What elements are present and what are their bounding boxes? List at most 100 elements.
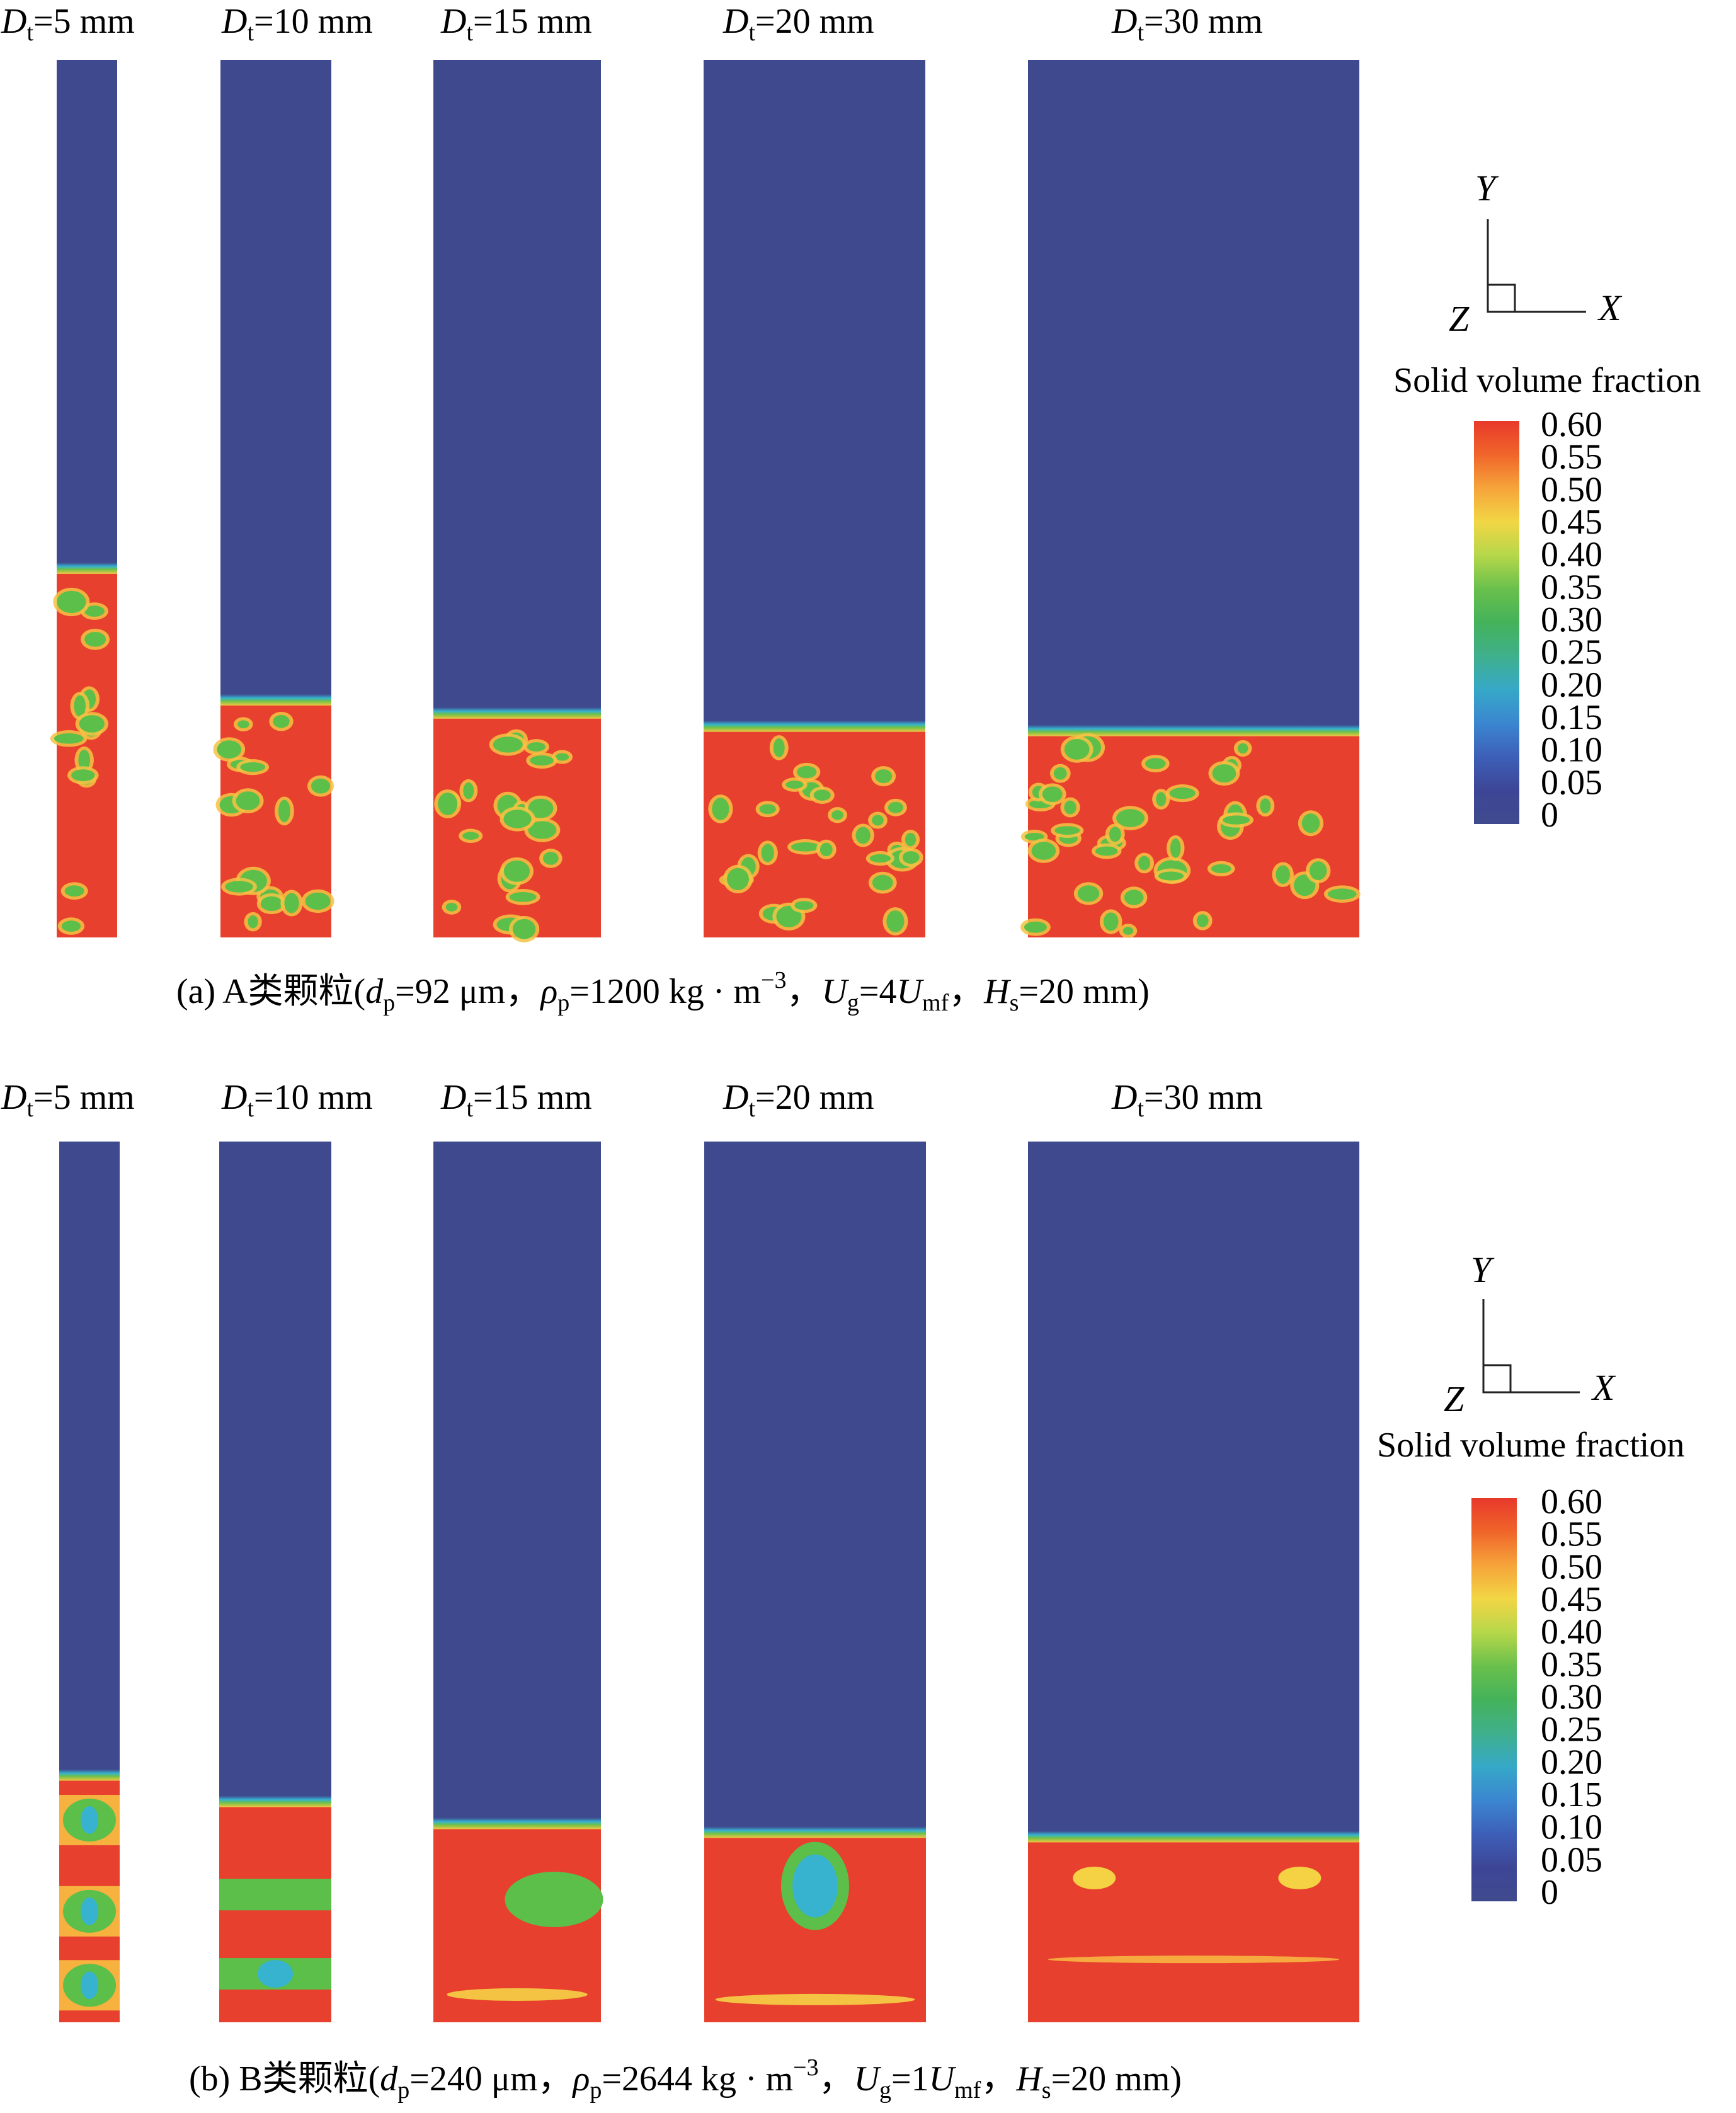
bubble bbox=[888, 801, 903, 813]
slug-core bbox=[81, 1806, 98, 1835]
bubble bbox=[791, 842, 819, 852]
z-axis-box bbox=[1482, 1364, 1512, 1394]
bed-surface bbox=[1028, 1831, 1359, 1843]
bubble bbox=[796, 765, 817, 779]
bubble bbox=[273, 714, 290, 728]
bubble bbox=[1031, 842, 1056, 860]
bubble bbox=[773, 738, 785, 757]
colorbar-tick-label: 0.50 bbox=[1541, 470, 1602, 509]
bubble bbox=[503, 860, 530, 882]
bed-surface bbox=[704, 720, 925, 732]
bubble bbox=[869, 854, 891, 863]
bubble bbox=[79, 715, 105, 733]
bubble bbox=[712, 798, 729, 820]
bubble bbox=[875, 769, 893, 784]
bubble bbox=[311, 778, 331, 794]
z-axis-label: Z bbox=[1449, 298, 1470, 339]
bed-surface bbox=[59, 1769, 120, 1781]
bubble bbox=[1223, 815, 1250, 825]
bubble bbox=[727, 868, 749, 890]
colorbar-tick-label: 0.05 bbox=[1541, 763, 1602, 802]
colorbar-tick-label: 0 bbox=[1541, 796, 1558, 835]
bubble bbox=[236, 791, 260, 810]
bubble bbox=[831, 810, 843, 820]
bubble bbox=[1158, 871, 1184, 881]
panel-b-caption: (b) B类颗粒(dp=240 μm，ρp=2644 kg · m−3，Ug=1… bbox=[189, 2054, 1182, 2104]
bubble bbox=[759, 804, 776, 815]
bubble bbox=[527, 742, 545, 752]
bubble bbox=[509, 892, 537, 902]
slug-band bbox=[219, 1879, 331, 1911]
bed-surface bbox=[433, 707, 601, 719]
bubble bbox=[555, 753, 569, 761]
colorbar-ticks: 0.600.550.500.450.400.350.300.250.200.15… bbox=[1541, 1482, 1602, 1912]
colorbar-tick-label: 0.45 bbox=[1541, 1580, 1602, 1619]
colorbar-tick-label: 0.05 bbox=[1541, 1840, 1602, 1879]
colorbar-tick-label: 0.55 bbox=[1541, 1515, 1602, 1554]
y-axis-label: Y bbox=[1475, 168, 1499, 209]
bubble bbox=[84, 631, 106, 647]
bubble bbox=[543, 852, 559, 865]
bubble bbox=[463, 782, 474, 799]
bubble bbox=[1276, 865, 1290, 884]
bubble bbox=[1260, 798, 1271, 814]
colorbar-ticks: 0.600.550.500.450.400.350.300.250.200.15… bbox=[1541, 405, 1602, 835]
colorbar-tick-label: 0.30 bbox=[1541, 600, 1602, 639]
bed-column bbox=[1020, 60, 1361, 938]
bubble bbox=[54, 733, 84, 744]
colorbar-tick-label: 0.60 bbox=[1541, 405, 1602, 444]
colorbar bbox=[1474, 421, 1519, 824]
colorbar-tick-label: 0.20 bbox=[1541, 665, 1602, 704]
bubble bbox=[1042, 786, 1063, 803]
bed-column bbox=[704, 60, 925, 937]
bubble bbox=[528, 798, 554, 818]
panel-a-caption: (a) A类颗粒(dp=92 μm，ρp=1200 kg · m−3，Ug=4U… bbox=[176, 967, 1150, 1016]
colorbar-tick-label: 0.30 bbox=[1541, 1678, 1602, 1717]
bubble bbox=[1211, 864, 1231, 873]
slug-core bbox=[81, 1971, 98, 2000]
column-label: Dt=30 mm bbox=[1111, 2, 1263, 46]
column-label: Dt=10 mm bbox=[221, 2, 373, 46]
bubble-trail bbox=[715, 1993, 915, 2005]
y-axis-label: Y bbox=[1471, 1249, 1495, 1290]
bubble bbox=[64, 885, 84, 897]
bubble bbox=[1156, 792, 1167, 807]
bubble bbox=[1109, 827, 1121, 842]
bubble bbox=[74, 695, 86, 717]
bubble bbox=[1301, 813, 1320, 833]
colorbar-tick-label: 0 bbox=[1541, 1873, 1558, 1912]
bubble bbox=[260, 896, 283, 912]
colorbar bbox=[1471, 1498, 1517, 1901]
bubble bbox=[1237, 743, 1248, 754]
bubble bbox=[445, 903, 458, 912]
bed-surface bbox=[704, 1826, 926, 1838]
colorbar-title: Solid volume fraction bbox=[1377, 1426, 1684, 1465]
column-label: Dt=10 mm bbox=[221, 1078, 373, 1122]
bubble bbox=[1053, 767, 1067, 780]
x-axis-label: X bbox=[1597, 287, 1623, 328]
bubble bbox=[1095, 846, 1118, 856]
bubble bbox=[505, 1871, 603, 1927]
colorbar-tick-label: 0.35 bbox=[1541, 1645, 1602, 1684]
bed-column bbox=[50, 60, 117, 937]
bubble bbox=[1278, 1867, 1322, 1890]
bubble bbox=[240, 762, 266, 772]
bubble bbox=[872, 815, 884, 826]
bubble bbox=[905, 832, 917, 847]
bubble bbox=[530, 755, 554, 766]
column-label: Dt=5 mm bbox=[1, 1078, 135, 1122]
bubble bbox=[278, 799, 290, 823]
bubble bbox=[1196, 914, 1209, 927]
colorbar-tick-label: 0.40 bbox=[1541, 1613, 1602, 1652]
bed-column bbox=[433, 60, 601, 942]
column-label: Dt=20 mm bbox=[722, 1078, 874, 1122]
bed-column bbox=[1028, 1142, 1359, 2022]
bubble bbox=[1073, 1867, 1116, 1890]
column-label: Dt=20 mm bbox=[722, 2, 874, 46]
bubble bbox=[1212, 764, 1236, 783]
bubble bbox=[284, 893, 299, 913]
colorbar-tick-label: 0.60 bbox=[1541, 1482, 1602, 1521]
bed-column bbox=[704, 1142, 926, 2022]
bubble bbox=[61, 920, 81, 932]
